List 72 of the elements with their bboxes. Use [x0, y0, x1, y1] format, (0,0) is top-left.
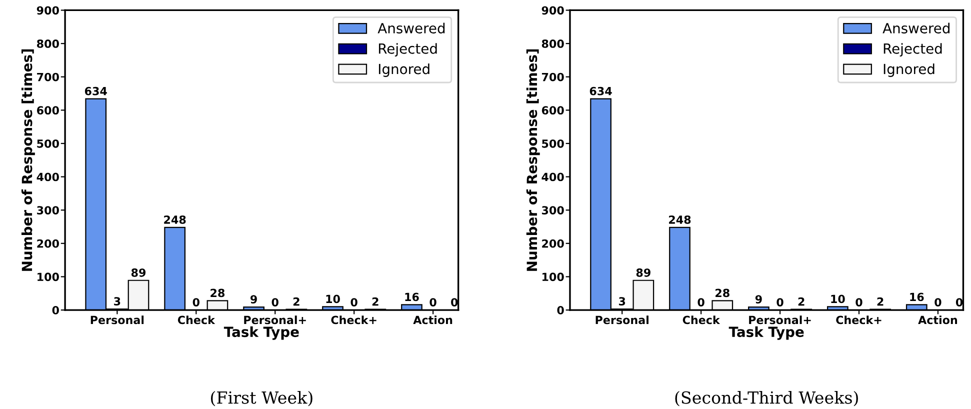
data-label: 2 — [877, 297, 884, 306]
y-tick-label: 0 — [52, 306, 59, 314]
data-label: 634 — [84, 86, 107, 96]
legend-label: Ignored — [378, 64, 430, 77]
data-label: 3 — [618, 297, 626, 306]
data-label: 3 — [114, 297, 120, 306]
data-label: 0 — [698, 298, 704, 306]
legend-label: Answered — [882, 22, 950, 34]
data-label: 28 — [716, 288, 730, 298]
data-label: 10 — [326, 294, 340, 304]
data-label: 0 — [272, 298, 278, 306]
legend-label: Ignored — [884, 64, 934, 77]
y-tick-label: 700 — [542, 72, 564, 82]
text: (Second-Third Weeks) — [675, 390, 858, 406]
y-tick-label: 400 — [542, 172, 564, 182]
data-label: 0 — [956, 298, 963, 306]
y-tick-label: 100 — [542, 272, 564, 282]
y-axis-title: Number of Response [times] — [526, 49, 540, 271]
data-label: 9 — [250, 295, 257, 304]
y-tick-label: 400 — [36, 172, 59, 182]
legend-label: Answered — [378, 22, 445, 34]
data-label: 10 — [831, 294, 845, 304]
data-label: 89 — [636, 268, 650, 277]
data-label: 248 — [164, 215, 186, 224]
x-tick-label: Check+ — [836, 316, 882, 324]
y-axis-title: Number of Response [times] — [21, 49, 35, 271]
legend-label: Rejected — [378, 43, 437, 57]
y-tick-label: 600 — [542, 106, 564, 115]
x-tick-label: Check+ — [331, 316, 376, 324]
x-tick-label: Personal+ — [244, 316, 306, 324]
y-tick-label: 900 — [36, 6, 59, 15]
x-tick-label: Check — [178, 316, 216, 324]
y-tick-label: 800 — [542, 40, 564, 48]
data-label: 0 — [776, 298, 784, 306]
data-label: 0 — [934, 298, 942, 306]
x-tick-label: Action — [918, 316, 958, 324]
x-tick-label: Personal+ — [749, 316, 811, 324]
y-tick-label: 0 — [557, 306, 564, 314]
x-tick-label: Personal — [90, 316, 144, 324]
y-tick-label: 500 — [37, 139, 59, 148]
data-label: 16 — [910, 292, 924, 302]
data-label: 634 — [590, 86, 612, 96]
y-tick-label: 300 — [37, 206, 59, 214]
x-tick-label: Personal — [596, 316, 648, 324]
y-tick-label: 100 — [38, 272, 59, 282]
y-tick-label: 200 — [37, 239, 59, 248]
legend-label: Rejected — [884, 43, 942, 57]
x-axis-title: Task Type — [224, 326, 299, 340]
data-label: 2 — [372, 297, 378, 306]
y-tick-label: 500 — [542, 139, 564, 148]
data-label: 2 — [798, 297, 804, 306]
data-label: 0 — [856, 298, 862, 306]
y-tick-label: 700 — [37, 72, 59, 82]
data-label: 16 — [405, 292, 419, 302]
data-label: 89 — [131, 268, 146, 277]
text: (First Week) — [210, 390, 312, 406]
x-tick-label: Action — [413, 316, 452, 324]
data-label: 0 — [192, 298, 200, 306]
y-tick-label: 900 — [542, 6, 564, 15]
data-label: 2 — [293, 297, 300, 306]
data-label: 0 — [350, 298, 358, 306]
x-axis-title: Task Type — [728, 326, 804, 340]
data-label: 0 — [451, 298, 458, 306]
x-tick-label: Check — [682, 316, 720, 324]
data-label: 9 — [755, 295, 762, 304]
data-label: 0 — [430, 298, 436, 306]
y-tick-label: 200 — [542, 239, 564, 248]
data-label: 248 — [669, 215, 691, 224]
data-label: 28 — [210, 288, 225, 298]
y-tick-label: 800 — [36, 40, 59, 48]
y-tick-label: 300 — [542, 206, 564, 214]
y-tick-label: 600 — [37, 106, 59, 115]
